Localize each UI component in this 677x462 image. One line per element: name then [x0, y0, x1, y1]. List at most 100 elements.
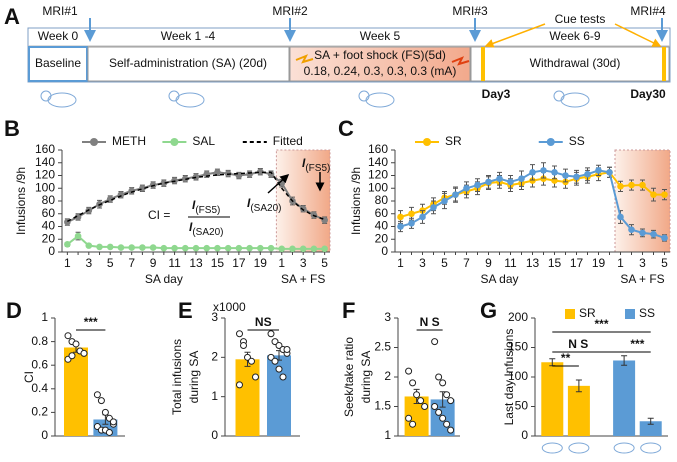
- data-point: [289, 245, 296, 253]
- annotation-subscript: (FS5): [195, 205, 220, 216]
- data-point: [235, 244, 243, 252]
- bar: [567, 385, 590, 436]
- data-point: [74, 232, 82, 240]
- data-point: [573, 173, 580, 181]
- individual-point: [447, 426, 455, 434]
- y-tick-label: 0.8: [31, 334, 48, 348]
- y-axis-label: CI: [22, 371, 36, 383]
- withdrawal-box: [470, 46, 670, 82]
- mouse-icon: [613, 442, 635, 454]
- phase-label: Baseline: [35, 56, 81, 70]
- data-point: [299, 245, 307, 253]
- x-tick-label: 1: [278, 256, 285, 270]
- significance-label: N S: [420, 315, 440, 329]
- data-point: [529, 177, 536, 184]
- x-tick-label: 5: [441, 256, 448, 270]
- data-point: [441, 197, 448, 205]
- data-point: [257, 244, 264, 252]
- significance-label: NS: [255, 315, 272, 329]
- x-tick-label: 13: [526, 256, 540, 270]
- data-point: [485, 178, 492, 186]
- x-tick-label: 19: [254, 256, 268, 270]
- error-bar: [439, 391, 446, 408]
- annotation-letter: I: [192, 198, 196, 212]
- mri-label: MRI#2: [272, 4, 308, 18]
- annotation: I(SA20): [189, 220, 223, 237]
- data-point: [661, 191, 668, 198]
- data-point: [96, 243, 103, 251]
- error-bar: [647, 417, 654, 425]
- data-point: [149, 244, 157, 251]
- data-point: [257, 168, 264, 175]
- x-axis-label: SA day: [145, 272, 183, 286]
- data-point: [397, 213, 404, 221]
- y-tick-label: 0: [381, 244, 388, 258]
- y-tick-label: 200: [508, 310, 528, 324]
- phase-label: Self-administration (SA) (20d): [109, 56, 267, 70]
- legend-swatch: [625, 309, 635, 319]
- annotation-arrow: [267, 173, 290, 194]
- individual-point: [80, 349, 88, 357]
- y-tick-label: 80: [375, 193, 389, 207]
- annotation-letter: I: [247, 196, 251, 210]
- x-tick-label: 17: [232, 256, 246, 270]
- data-point: [117, 244, 125, 251]
- x-tick-label: 19: [592, 256, 606, 270]
- data-point: [321, 245, 328, 253]
- data-point: [518, 175, 525, 182]
- data-point: [496, 175, 503, 182]
- annotation-subscript: (SA20): [250, 203, 281, 214]
- y-tick-label: 2.5: [374, 340, 391, 354]
- individual-point: [64, 332, 72, 340]
- shaded-region: [275, 149, 331, 253]
- data-point: [74, 213, 82, 221]
- data-point: [397, 223, 404, 230]
- y-tick-label: 40: [42, 219, 56, 233]
- series-line: [67, 171, 325, 223]
- annotation-letter: I: [302, 156, 306, 170]
- data-point: [85, 242, 93, 249]
- y-tick-label: 150: [508, 340, 528, 354]
- y-tick-label: 40: [375, 219, 389, 233]
- x-tick-label: 1: [617, 256, 624, 270]
- week-label: Week 5: [360, 29, 401, 43]
- y-axis-label: Total infusions: [170, 339, 184, 415]
- y-axis-label: during SA: [359, 351, 373, 404]
- y-tick-label: 60: [42, 206, 56, 220]
- error-bar: [621, 355, 628, 366]
- individual-point: [275, 365, 283, 373]
- x-tick-label: 9: [485, 256, 492, 270]
- data-point: [181, 244, 189, 252]
- day-label: Day3: [482, 87, 511, 101]
- data-point: [299, 205, 307, 212]
- individual-point: [443, 420, 451, 428]
- mouse-icon: [541, 442, 563, 454]
- individual-point: [409, 379, 417, 387]
- x-tick-label: 5: [321, 256, 328, 270]
- y-axis-label: Last day Infusions: [502, 329, 516, 426]
- legend-marker: [170, 138, 179, 146]
- data-point: [214, 244, 221, 252]
- y-tick-label: 0.2: [31, 405, 48, 419]
- y-tick-label: 100: [368, 180, 388, 194]
- data-point: [650, 191, 657, 198]
- phase-label: SA + foot shock (FS)(5d): [314, 48, 446, 62]
- panel-label: E: [178, 298, 193, 323]
- y-tick-label: 50: [515, 399, 529, 413]
- bar: [235, 359, 260, 436]
- data-point: [106, 195, 114, 203]
- y-tick-label: 1: [384, 428, 391, 442]
- x-axis-label: SA + FS: [620, 272, 664, 286]
- data-point: [617, 183, 624, 190]
- y-axis-label: Infusions /9h: [14, 167, 28, 235]
- bar: [541, 362, 564, 436]
- data-point: [128, 187, 135, 195]
- x-tick-label: 3: [419, 256, 426, 270]
- y-tick-label: 0: [41, 428, 48, 442]
- individual-point: [283, 345, 291, 353]
- y-tick-label: 2: [384, 369, 391, 383]
- x-tick-label: 3: [85, 256, 92, 270]
- cue-arrow: [484, 23, 546, 48]
- y-tick-label: 1.5: [374, 399, 391, 413]
- legend-label: SAL: [192, 134, 215, 148]
